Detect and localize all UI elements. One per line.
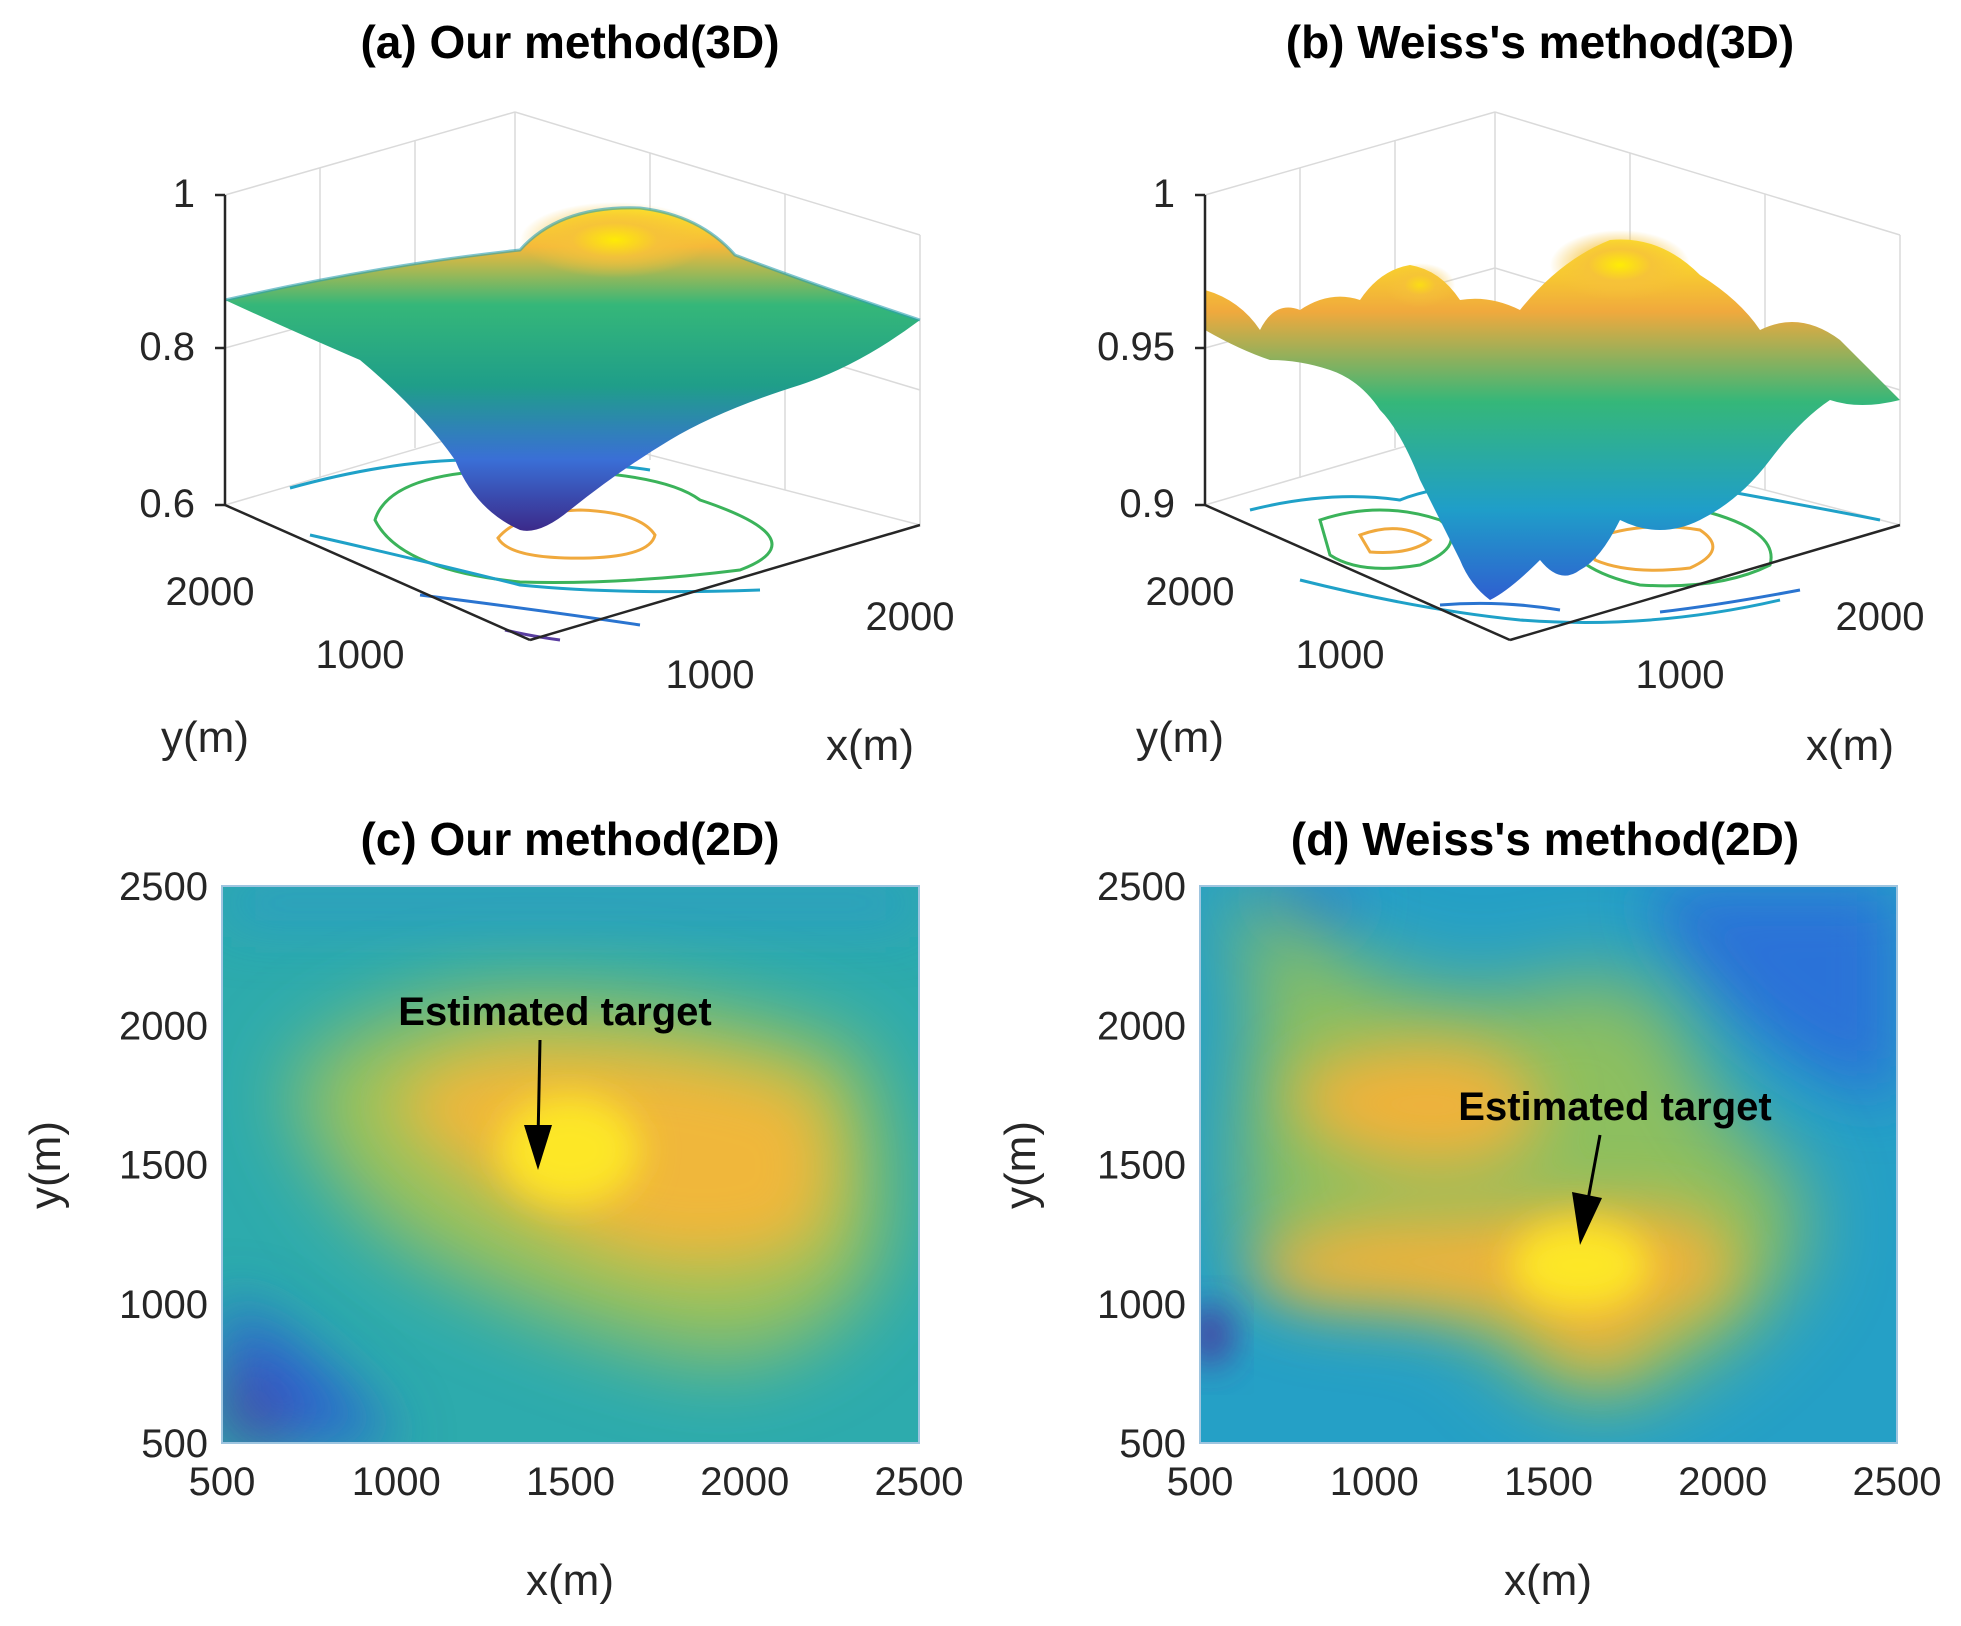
panel-c-ytick-500: 500 <box>141 1422 208 1466</box>
panel-d-heatmap <box>1200 886 1897 1443</box>
panel-a-xlabel: x(m) <box>826 721 914 770</box>
panel-d-xtick-1500: 1500 <box>1504 1460 1593 1504</box>
panel-c-ylabel: y(m) <box>21 1121 70 1209</box>
panel-a-axes <box>215 193 921 642</box>
panel-d-ytick-500: 500 <box>1119 1422 1186 1466</box>
panel-c-annotation-text: Estimated target <box>398 990 711 1034</box>
panel-a-ztick-0.8: 0.8 <box>139 325 195 369</box>
panel-d-annotation-text: Estimated target <box>1458 1085 1771 1129</box>
panel-d-ytick-2000: 2000 <box>1097 1004 1186 1048</box>
panel-b-ztick-1: 1 <box>1153 172 1175 216</box>
panel-b-ztick-0.9: 0.9 <box>1119 482 1175 526</box>
panel-b-xlabel: x(m) <box>1806 721 1894 770</box>
panel-c-xlabel: x(m) <box>526 1556 614 1605</box>
panel-c-annotation: Estimated target <box>398 990 712 1170</box>
panel-c-xtick-500: 500 <box>189 1460 256 1504</box>
panel-b-axes <box>1195 193 1901 642</box>
panel-d-ylabel: y(m) <box>996 1121 1045 1209</box>
panel-a-xtick-1000: 1000 <box>666 653 755 697</box>
panel-a-ytick-2000: 2000 <box>166 570 255 614</box>
panel-d-frame <box>1199 885 1898 1444</box>
panel-c-ytick-1000: 1000 <box>119 1283 208 1327</box>
panel-d-xtick-500: 500 <box>1167 1460 1234 1504</box>
panel-c: (c) Our method(2D) Estimated target <box>21 813 963 1605</box>
panel-c-ticks: 500 1000 1500 2000 2500 500 1000 1500 2000 2500 <box>119 865 963 1504</box>
panel-b-xtick-1000: 1000 <box>1636 653 1725 697</box>
panel-a-ztick-1: 1 <box>173 172 195 216</box>
panel-a-surface <box>224 202 921 531</box>
panel-c-xtick-1000: 1000 <box>352 1460 441 1504</box>
panel-b-xtick-2000: 2000 <box>1836 595 1925 639</box>
panel-d-ytick-2500: 2500 <box>1097 865 1186 909</box>
panel-a-ytick-1000: 1000 <box>316 633 405 677</box>
panel-d-ytick-1500: 1500 <box>1097 1144 1186 1188</box>
panel-a-title: (a) Our method(3D) <box>360 16 779 68</box>
panel-a-ylabel: y(m) <box>161 713 249 762</box>
panel-c-xtick-1500: 1500 <box>526 1460 615 1504</box>
panel-b-ytick-2000: 2000 <box>1146 570 1235 614</box>
panel-d-xlabel: x(m) <box>1504 1556 1592 1605</box>
panel-d-xtick-2500: 2500 <box>1853 1460 1942 1504</box>
panel-d-ticks: 500 1000 1500 2000 2500 500 1000 1500 2000 2500 <box>1097 865 1941 1504</box>
panel-c-heatmap <box>222 886 919 1443</box>
panel-d-ytick-1000: 1000 <box>1097 1283 1186 1327</box>
panel-b-ylabel: y(m) <box>1136 713 1224 762</box>
panel-b-title: (b) Weiss's method(3D) <box>1286 16 1794 68</box>
panel-c-ytick-2000: 2000 <box>119 1004 208 1048</box>
panel-b-ztick-0.95: 0.95 <box>1097 325 1175 369</box>
panel-d-xtick-2000: 2000 <box>1678 1460 1767 1504</box>
panel-b: (b) Weiss's method(3D) <box>1097 16 1924 770</box>
panel-d: (d) Weiss's method(2D) Estimated t <box>996 813 1941 1605</box>
panel-d-title: (d) Weiss's method(2D) <box>1291 813 1799 865</box>
panel-d-xtick-1000: 1000 <box>1330 1460 1419 1504</box>
panel-a-ztick-0.6: 0.6 <box>139 482 195 526</box>
panel-b-ytick-1000: 1000 <box>1296 633 1385 677</box>
panel-a-xtick-2000: 2000 <box>866 595 955 639</box>
panel-c-ytick-2500: 2500 <box>119 865 208 909</box>
panel-d-annotation: Estimated target <box>1458 1085 1772 1245</box>
panel-a: (a) Our method(3D) <box>139 16 954 770</box>
panel-c-xtick-2000: 2000 <box>700 1460 789 1504</box>
panel-c-ytick-1500: 1500 <box>119 1144 208 1188</box>
panel-b-surface <box>1205 230 1900 600</box>
panel-c-title: (c) Our method(2D) <box>360 813 779 865</box>
panel-c-xtick-2500: 2500 <box>875 1460 964 1504</box>
panel-c-frame <box>221 885 920 1444</box>
